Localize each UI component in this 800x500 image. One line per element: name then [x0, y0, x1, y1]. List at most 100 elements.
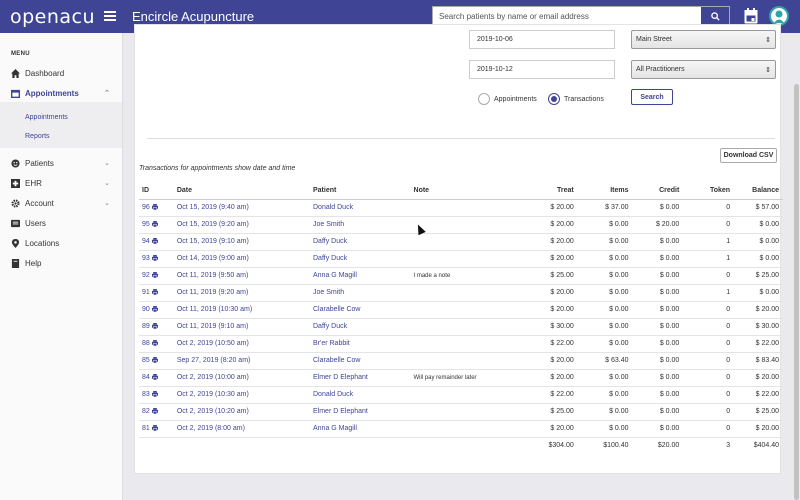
radio-transactions[interactable]: Transactions [548, 93, 604, 105]
row-id-link[interactable]: 81 [142, 425, 150, 432]
row-id-link[interactable]: 95 [142, 221, 150, 228]
row-patient-link[interactable]: Clarabelle Cow [313, 301, 414, 319]
chevron-down-icon: ⌄ [104, 200, 110, 207]
row-patient-link[interactable]: Anna G Magill [313, 420, 414, 438]
sidebar-item-account[interactable]: Account ⌄ [0, 193, 122, 213]
row-id-link[interactable]: 89 [142, 323, 150, 330]
row-date-link[interactable]: Oct 2, 2019 (10:20 am) [176, 403, 313, 421]
col-credit[interactable]: Credit [628, 182, 680, 200]
download-csv-button[interactable]: Download CSV [720, 148, 777, 163]
row-date-link[interactable]: Oct 14, 2019 (9:00 am) [176, 250, 313, 268]
print-icon[interactable] [150, 323, 158, 330]
row-date-link[interactable]: Oct 11, 2019 (9:10 am) [176, 318, 313, 336]
row-patient-link[interactable]: Clarabelle Cow [313, 352, 414, 370]
row-date-link[interactable]: Oct 2, 2019 (10:30 am) [176, 386, 313, 404]
row-items: $ 63.40 [573, 352, 629, 370]
row-patient-link[interactable]: Elmer D Elephant [313, 403, 414, 421]
scrollbar-thumb[interactable] [794, 84, 799, 500]
date-to-input[interactable]: 2019-10-12 [469, 60, 615, 79]
print-icon[interactable] [150, 306, 158, 313]
row-id-link[interactable]: 91 [142, 289, 150, 296]
row-id-link[interactable]: 88 [142, 340, 150, 347]
row-id-link[interactable]: 83 [142, 391, 150, 398]
table-row: 93 Oct 14, 2019 (9:00 am) Daffy Duck $ 20.0… [139, 250, 783, 268]
sidebar-item-users[interactable]: Users [0, 213, 122, 233]
sidebar-item-dashboard[interactable]: Dashboard [0, 63, 122, 83]
row-id-link[interactable]: 82 [142, 408, 150, 415]
row-patient-link[interactable]: Br'er Rabbit [313, 335, 414, 353]
submenu-reports[interactable]: Reports [25, 133, 50, 140]
row-patient-link[interactable]: Donald Duck [313, 386, 414, 404]
print-icon[interactable] [150, 238, 158, 245]
row-id-link[interactable]: 96 [142, 204, 150, 211]
row-date-link[interactable]: Oct 11, 2019 (9:50 am) [176, 267, 313, 285]
row-items: $ 37.00 [573, 199, 629, 217]
print-icon[interactable] [150, 340, 158, 347]
row-balance: $ 0.00 [730, 284, 783, 302]
row-id-link[interactable]: 84 [142, 374, 150, 381]
print-icon[interactable] [150, 272, 158, 279]
row-id-link[interactable]: 90 [142, 306, 150, 313]
print-icon[interactable] [150, 204, 158, 211]
search-icon[interactable] [701, 7, 729, 25]
row-date-link[interactable]: Oct 15, 2019 (9:40 am) [176, 199, 313, 217]
sidebar-item-locations[interactable]: Locations [0, 233, 122, 253]
print-icon[interactable] [150, 408, 158, 415]
col-treat[interactable]: Treat [510, 182, 574, 200]
radio-appointments[interactable]: Appointments [478, 93, 537, 105]
col-items[interactable]: Items [573, 182, 629, 200]
row-patient-link[interactable]: Elmer D Elephant [313, 369, 414, 387]
col-patient[interactable]: Patient [313, 182, 414, 200]
submenu-appointments[interactable]: Appointments [25, 114, 68, 121]
sidebar-item-patients[interactable]: Patients ⌄ [0, 153, 122, 173]
row-date-link[interactable]: Oct 15, 2019 (9:10 am) [176, 233, 313, 251]
print-icon[interactable] [150, 221, 158, 228]
print-icon[interactable] [150, 357, 158, 364]
row-date-link[interactable]: Oct 2, 2019 (8:00 am) [176, 420, 313, 438]
row-date-link[interactable]: Oct 15, 2019 (9:20 am) [176, 216, 313, 234]
row-patient-link[interactable]: Daffy Duck [313, 318, 414, 336]
date-from-input[interactable]: 2019-10-06 [469, 30, 615, 49]
col-token[interactable]: Token [679, 182, 731, 200]
menu-toggle-icon[interactable] [104, 11, 116, 21]
top-bar: openacu Encircle Acupuncture [0, 0, 800, 33]
print-icon[interactable] [150, 255, 158, 262]
row-date-link[interactable]: Oct 2, 2019 (10:50 am) [176, 335, 313, 353]
col-note[interactable]: Note [413, 182, 511, 200]
col-id[interactable]: ID [139, 182, 177, 200]
user-avatar[interactable] [769, 6, 789, 26]
patient-search-input[interactable] [433, 8, 703, 24]
row-date-link[interactable]: Oct 11, 2019 (10:30 am) [176, 301, 313, 319]
row-patient-link[interactable]: Donald Duck [313, 199, 414, 217]
sidebar-item-appointments[interactable]: Appointments ⌃ [0, 83, 122, 103]
sidebar-item-help[interactable]: Help [0, 253, 122, 273]
row-patient-link[interactable]: Daffy Duck [313, 250, 414, 268]
col-balance[interactable]: Balance [730, 182, 783, 200]
app-logo[interactable]: openacu [10, 6, 96, 28]
row-token: 0 [679, 352, 731, 370]
row-patient-link[interactable]: Joe Smith [313, 284, 414, 302]
row-patient-link[interactable]: Anna G Magill [313, 267, 414, 285]
row-id-link[interactable]: 93 [142, 255, 150, 262]
calendar-icon[interactable] [744, 8, 758, 24]
sidebar-item-ehr[interactable]: EHR ⌄ [0, 173, 122, 193]
row-treat: $ 30.00 [510, 318, 574, 336]
practitioner-select[interactable]: All Practitioners ⇕ [631, 60, 776, 79]
print-icon[interactable] [150, 391, 158, 398]
col-date[interactable]: Date [176, 182, 313, 200]
print-icon[interactable] [150, 289, 158, 296]
row-date-link[interactable]: Oct 2, 2019 (10:00 am) [176, 369, 313, 387]
row-id-link[interactable]: 85 [142, 357, 150, 364]
row-patient-link[interactable]: Daffy Duck [313, 233, 414, 251]
print-icon[interactable] [150, 425, 158, 432]
row-date-link[interactable]: Sep 27, 2019 (8:20 am) [176, 352, 313, 370]
row-id-link[interactable]: 94 [142, 238, 150, 245]
print-icon[interactable] [150, 374, 158, 381]
row-patient-link[interactable]: Joe Smith [313, 216, 414, 234]
location-select[interactable]: Main Street ⇕ [631, 30, 776, 49]
row-date-link[interactable]: Oct 11, 2019 (9:20 am) [176, 284, 313, 302]
row-treat: $ 20.00 [510, 199, 574, 217]
row-id-link[interactable]: 92 [142, 272, 150, 279]
sidebar-item-label: Account [25, 198, 54, 208]
search-button[interactable]: Search [631, 89, 673, 105]
